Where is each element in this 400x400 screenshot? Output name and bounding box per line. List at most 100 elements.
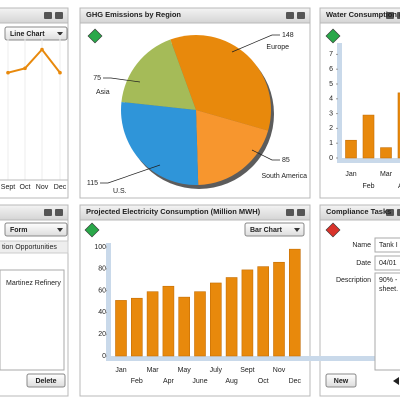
bar	[241, 269, 254, 357]
status-icon	[84, 222, 100, 238]
tab-strip	[0, 240, 69, 254]
field-label: Date	[356, 260, 371, 267]
bar	[210, 282, 222, 357]
panel-header	[319, 204, 400, 221]
bar	[380, 147, 392, 159]
button[interactable]	[26, 373, 66, 388]
x-tick-label: Dec	[289, 378, 302, 385]
field-input[interactable]	[374, 272, 400, 371]
panel-header	[79, 7, 311, 24]
panel-header	[79, 204, 311, 221]
field-input[interactable]	[374, 237, 400, 253]
pie-slice	[121, 39, 196, 110]
pie-slice	[121, 101, 199, 185]
panel-header	[0, 7, 69, 24]
leader-line	[251, 149, 280, 161]
window-button[interactable]	[297, 209, 305, 216]
status-icon	[325, 222, 341, 238]
x-tick-label: Mar	[380, 171, 393, 178]
nav-arrow[interactable]	[393, 377, 399, 385]
leader-line	[103, 77, 141, 83]
dropdown[interactable]	[244, 222, 305, 237]
pie-category-label: U.S.	[113, 188, 127, 195]
window-button[interactable]	[44, 12, 52, 19]
status-icon	[87, 28, 103, 44]
dropdown[interactable]	[4, 26, 68, 41]
axis-band	[106, 243, 111, 356]
x-tick-label: Mar	[147, 367, 160, 374]
bar	[194, 291, 206, 357]
x-tick-label: Aug	[225, 378, 238, 385]
window-button[interactable]	[286, 12, 294, 19]
window-button[interactable]	[397, 12, 400, 19]
button[interactable]	[325, 373, 357, 388]
x-tick-label: Nov	[273, 367, 286, 374]
field-label: Description	[336, 277, 371, 284]
y-tick-label: 6	[329, 66, 333, 73]
pie-value-label: 85	[282, 157, 290, 164]
pie-value-label: 115	[87, 180, 98, 187]
y-tick-label: 40	[98, 309, 106, 316]
panel-header	[319, 7, 400, 24]
field-value: 90% -	[379, 277, 398, 284]
panel-title: Water Consumption (Million	[326, 10, 400, 19]
field-value: Tank I	[379, 242, 398, 249]
x-tick-label: Sept	[240, 367, 254, 374]
field-value: sheet.	[379, 286, 398, 293]
x-tick-label: Feb	[131, 378, 143, 385]
dropdown[interactable]	[4, 222, 68, 237]
window-button[interactable]	[55, 209, 63, 216]
bar	[362, 114, 375, 159]
y-tick-label: 4	[329, 96, 333, 103]
y-tick-label: 5	[329, 81, 333, 88]
window-button[interactable]	[297, 12, 305, 19]
panel-title: Projected Electricity Consumption (Milli…	[86, 207, 261, 216]
window-button[interactable]	[397, 209, 400, 216]
window-button[interactable]	[55, 12, 63, 19]
bar	[397, 92, 400, 159]
line-point	[58, 70, 62, 75]
bar	[257, 266, 270, 357]
axis-band	[106, 356, 400, 361]
line-point	[23, 66, 27, 71]
panel-title: GHG Emissions by Region	[86, 10, 181, 19]
pie-category-label: Asia	[96, 89, 110, 96]
x-tick-label: June	[192, 378, 207, 385]
y-tick-label: 3	[329, 110, 333, 117]
y-tick-label: 0	[329, 155, 333, 162]
leader-line	[231, 34, 280, 53]
y-tick-label: 60	[98, 287, 106, 294]
window-button[interactable]	[386, 209, 394, 216]
pie-value-label: 148	[282, 32, 294, 39]
bar	[288, 248, 301, 357]
bar	[225, 277, 238, 357]
bar	[162, 285, 175, 357]
window-button[interactable]	[44, 209, 52, 216]
x-tick-label: Dec	[54, 184, 67, 191]
status-icon	[325, 28, 341, 44]
x-tick-label: Apr	[398, 183, 400, 190]
y-tick-label: 2	[329, 125, 333, 132]
y-tick-label: 20	[98, 331, 106, 338]
field-value: 04/01	[379, 260, 397, 267]
x-tick-label: Jan	[345, 171, 356, 178]
button-label: Delete	[35, 378, 56, 385]
axis-band	[337, 158, 400, 163]
field-label: Name	[352, 242, 371, 249]
bar	[178, 296, 190, 357]
line-point	[40, 47, 44, 52]
dropdown-label: Line Chart	[10, 31, 45, 38]
dropdown-arrow	[57, 32, 63, 36]
tab-label[interactable]: tion Opportunities	[2, 244, 57, 251]
button-label: New	[334, 378, 349, 385]
window-button[interactable]	[386, 12, 394, 19]
pie-value-label: 75	[93, 75, 101, 82]
x-tick-label: May	[178, 367, 192, 374]
bar	[131, 297, 143, 357]
x-tick-label: Apr	[163, 378, 175, 385]
field-input[interactable]	[374, 255, 400, 271]
x-tick-label: Oct	[20, 184, 31, 191]
window-button[interactable]	[286, 209, 294, 216]
y-tick-label: 100	[94, 244, 106, 251]
